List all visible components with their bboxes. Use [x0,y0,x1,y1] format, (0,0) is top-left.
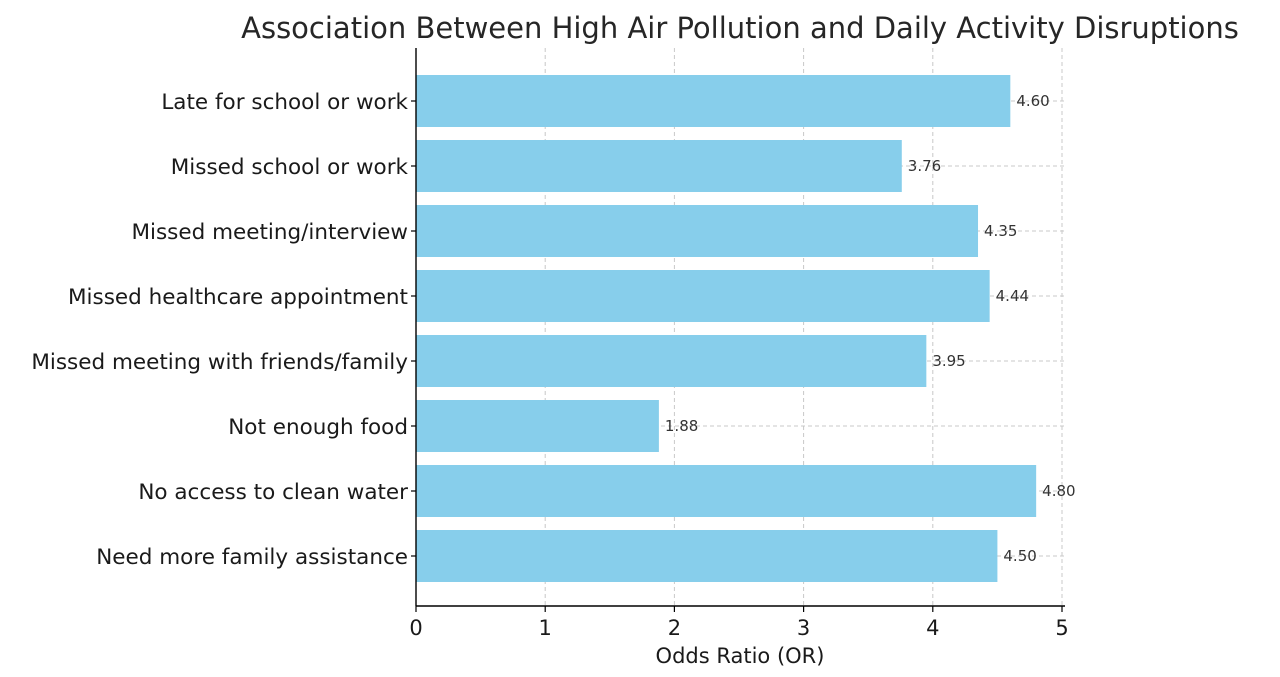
category-label: No access to clean water [138,480,408,505]
x-tick-label: 1 [539,616,552,640]
bar [416,335,927,387]
bar [416,75,1011,127]
category-label: Not enough food [228,415,408,440]
bar [416,270,990,322]
bar [416,530,998,582]
bar [416,465,1037,517]
category-label: Missed school or work [171,155,409,180]
grid-lines [415,48,1065,606]
x-tick-label: 2 [668,616,681,640]
bar-value-label: 3.76 [908,157,941,175]
chart-title: Association Between High Air Pollution a… [241,11,1239,45]
bar-value-label: 4.44 [996,287,1029,305]
bar-value-label: 4.50 [1003,547,1036,565]
bar-value-label: 3.95 [932,352,965,370]
axes [411,48,1065,612]
bar [416,205,979,257]
x-tick-label: 3 [797,616,810,640]
bars [416,75,1037,582]
category-label: Missed healthcare appointment [68,285,408,310]
bar-value-label: 4.35 [984,222,1017,240]
x-tick-label: 0 [409,616,422,640]
category-label: Need more family assistance [96,545,408,570]
bar [416,140,902,192]
x-axis-title: Odds Ratio (OR) [656,644,825,668]
labels: Late for school or work 4.60 Missed school… [31,90,1075,640]
bar-value-label: 4.80 [1042,482,1075,500]
x-tick-label: 5 [1055,616,1068,640]
bar-value-label: 1.88 [665,417,698,435]
x-tick-label: 4 [926,616,939,640]
bar [416,400,659,452]
category-label: Late for school or work [161,90,408,115]
category-label: Missed meeting with friends/family [31,350,408,375]
bar-value-label: 4.60 [1016,92,1049,110]
category-label: Missed meeting/interview [131,220,408,245]
